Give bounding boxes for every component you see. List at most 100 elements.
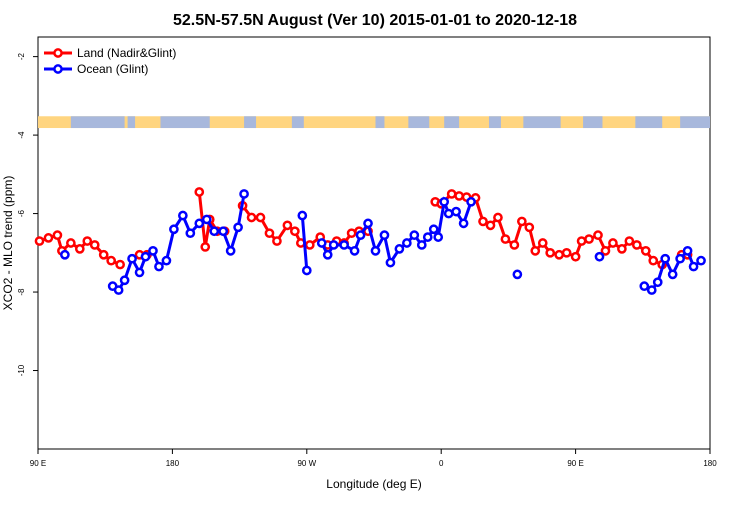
data-point — [60, 249, 70, 260]
data-point — [422, 232, 433, 242]
map-strip-land — [38, 116, 710, 129]
data-point — [584, 234, 594, 244]
data-point — [537, 238, 548, 248]
data-point — [485, 220, 496, 231]
data-point — [688, 261, 699, 272]
data-point — [439, 196, 450, 207]
data-point — [346, 228, 357, 239]
legend: Land (Nadir&Glint) Ocean (Glint) — [44, 46, 176, 76]
data-point — [458, 218, 469, 229]
data-point — [304, 240, 315, 250]
data-point — [363, 218, 373, 229]
data-point — [154, 261, 164, 272]
data-point — [272, 236, 282, 246]
legend-label: Land (Nadir&Glint) — [77, 46, 176, 60]
map-strip-ocean — [635, 116, 663, 129]
data-point — [89, 240, 100, 250]
data-point — [443, 208, 454, 219]
series-line — [300, 215, 309, 271]
legend-label: Ocean (Glint) — [77, 62, 148, 76]
data-point — [385, 257, 396, 268]
map-strip-ocean — [583, 116, 603, 129]
map-strip-ocean — [291, 116, 304, 129]
data-point — [466, 196, 476, 207]
data-point — [478, 216, 488, 227]
map-strip-ocean — [127, 116, 136, 129]
legend-swatch-marker — [53, 48, 63, 58]
data-point — [428, 224, 439, 235]
data-point — [209, 226, 220, 237]
map-strip-ocean — [160, 116, 210, 129]
data-point — [201, 214, 212, 225]
data-point — [178, 210, 188, 221]
data-point — [608, 238, 618, 248]
data-point — [194, 218, 205, 229]
data-point — [218, 226, 229, 237]
data-point — [451, 206, 461, 217]
data-point — [500, 234, 511, 244]
x-tick-label: 180 — [166, 459, 180, 468]
data-point — [134, 267, 145, 278]
data-point — [409, 230, 420, 241]
y-tick-label: -10 — [17, 364, 26, 376]
y-tick-label: -2 — [17, 53, 26, 61]
data-point — [379, 230, 390, 241]
legend-swatch-marker — [53, 64, 63, 74]
x-tick-label: 90 E — [567, 459, 583, 468]
data-point — [675, 253, 685, 264]
data-point — [509, 240, 520, 250]
data-point — [516, 216, 527, 227]
data-point — [43, 233, 54, 243]
data-point — [328, 240, 339, 250]
data-point — [290, 226, 300, 237]
data-point — [98, 249, 109, 260]
data-point — [394, 244, 405, 254]
data-point — [512, 269, 523, 280]
data-point — [194, 187, 205, 197]
map-strip-ocean — [70, 116, 125, 129]
data-point — [696, 255, 706, 266]
data-point — [200, 242, 211, 252]
data-point — [648, 255, 659, 266]
data-point — [34, 236, 45, 246]
data-point — [561, 247, 572, 258]
data-point — [239, 189, 249, 199]
data-point — [493, 212, 503, 223]
map-strip-ocean — [488, 116, 501, 129]
data-point — [682, 245, 693, 256]
data-point — [233, 222, 243, 233]
data-point — [639, 281, 650, 292]
series-layer — [34, 187, 706, 295]
data-point — [646, 285, 657, 295]
y-tick-label: -8 — [17, 288, 26, 296]
data-point — [433, 232, 444, 242]
data-point — [370, 245, 381, 256]
data-point — [106, 255, 117, 266]
map-strip-ocean — [244, 116, 257, 129]
y-tick-label: -4 — [17, 131, 26, 139]
data-point — [301, 265, 312, 276]
data-point — [416, 240, 427, 250]
series-line — [111, 193, 246, 293]
data-point — [322, 249, 333, 260]
data-point — [454, 191, 464, 201]
data-point — [148, 245, 158, 256]
data-point — [246, 212, 257, 223]
data-point — [545, 247, 556, 258]
map-strip — [38, 116, 710, 129]
data-point — [349, 245, 360, 256]
data-point — [339, 240, 349, 250]
data-point — [600, 245, 611, 256]
data-point — [282, 220, 293, 231]
map-strip-ocean — [444, 116, 460, 129]
map-strip-ocean — [680, 116, 710, 129]
data-point — [169, 224, 179, 235]
data-point — [185, 228, 196, 239]
y-tick-label: -6 — [17, 209, 26, 217]
x-axis-label: Longitude (deg E) — [326, 477, 421, 491]
series-ocean — [60, 189, 706, 295]
y-axis-label: XCO2 - MLO trend (ppm) — [1, 176, 15, 311]
data-point — [255, 212, 266, 223]
chart-title: 52.5N-57.5N August (Ver 10) 2015-01-01 t… — [173, 12, 577, 29]
